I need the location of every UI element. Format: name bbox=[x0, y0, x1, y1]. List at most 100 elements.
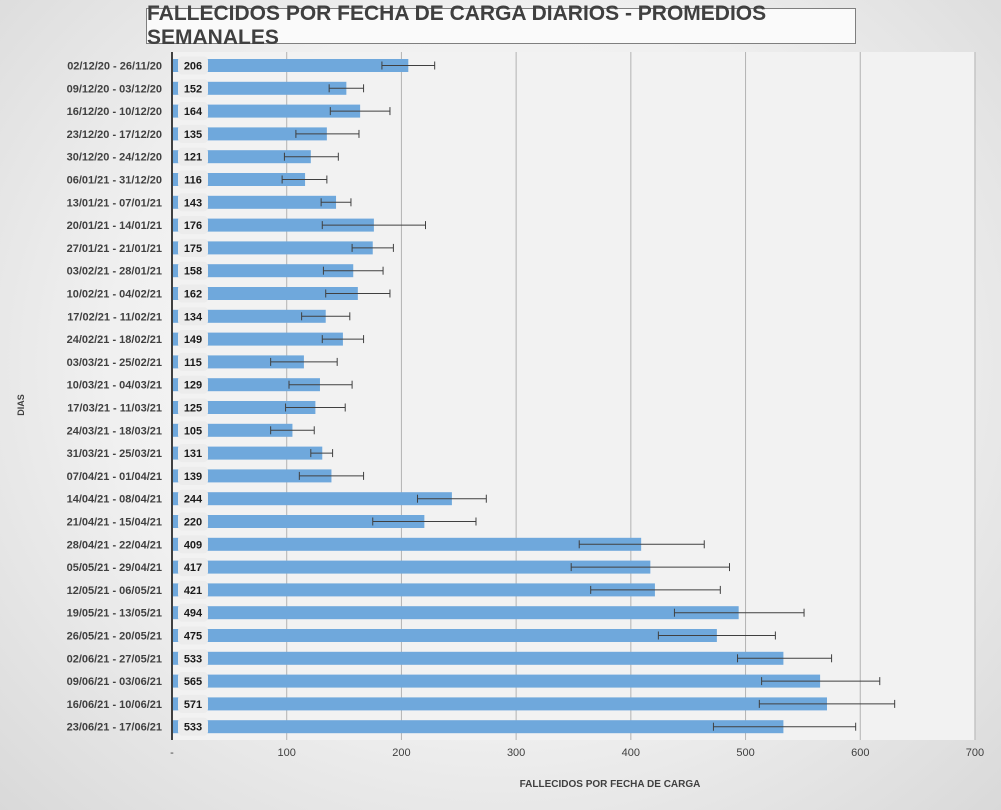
category-label: 02/06/21 - 27/05/21 bbox=[67, 653, 162, 665]
error-bar bbox=[328, 84, 365, 93]
category-label: 21/04/21 - 15/04/21 bbox=[67, 517, 162, 529]
svg-text:143: 143 bbox=[184, 197, 202, 209]
svg-text:116: 116 bbox=[184, 175, 202, 187]
bar bbox=[172, 674, 821, 688]
category-label: 23/06/21 - 17/06/21 bbox=[67, 722, 162, 734]
data-label: 417 bbox=[178, 558, 208, 577]
x-tick-labels-group: - 100 200 300 400 500 600 700 bbox=[170, 747, 984, 759]
error-bar bbox=[270, 426, 315, 435]
error-bar bbox=[712, 722, 857, 731]
error-bar bbox=[381, 61, 436, 70]
chart-title: FALLECIDOS POR FECHA DE CARGA DIARIOS - … bbox=[146, 2, 856, 49]
bar bbox=[172, 218, 374, 232]
x-tick-label: 600 bbox=[851, 747, 869, 759]
error-bar bbox=[351, 243, 394, 252]
category-label: 03/02/21 - 28/01/21 bbox=[67, 266, 162, 278]
svg-text:164: 164 bbox=[184, 106, 203, 118]
category-label: 16/12/20 - 10/12/20 bbox=[67, 106, 162, 118]
data-label: 176 bbox=[178, 216, 208, 235]
data-label: 158 bbox=[178, 261, 208, 280]
category-label: 31/03/21 - 25/03/21 bbox=[67, 448, 162, 460]
error-bar bbox=[321, 335, 365, 344]
bar bbox=[172, 697, 827, 711]
svg-text:162: 162 bbox=[184, 289, 202, 301]
bar bbox=[172, 309, 326, 323]
category-label: 26/05/21 - 20/05/21 bbox=[67, 631, 162, 643]
category-label: 06/01/21 - 31/12/20 bbox=[67, 175, 162, 187]
data-label: 134 bbox=[178, 307, 208, 326]
bar bbox=[172, 287, 358, 300]
category-label: 27/01/21 - 21/01/21 bbox=[67, 243, 162, 255]
bar bbox=[172, 104, 361, 118]
svg-text:533: 533 bbox=[184, 653, 202, 665]
bar bbox=[172, 606, 739, 620]
data-label: 135 bbox=[178, 124, 208, 143]
data-label: 125 bbox=[178, 398, 208, 417]
category-label: 09/06/21 - 03/06/21 bbox=[67, 676, 162, 688]
data-label: 533 bbox=[178, 717, 208, 736]
svg-text:139: 139 bbox=[184, 471, 202, 483]
bar bbox=[172, 195, 337, 209]
bar bbox=[172, 560, 651, 574]
data-label: 220 bbox=[178, 512, 208, 531]
x-tick-label: 100 bbox=[278, 747, 296, 759]
category-label: 07/04/21 - 01/04/21 bbox=[67, 471, 162, 483]
error-bar bbox=[298, 471, 365, 480]
bar bbox=[172, 537, 642, 551]
data-label: 129 bbox=[178, 375, 208, 394]
error-bar bbox=[590, 585, 721, 594]
svg-text:475: 475 bbox=[184, 631, 202, 643]
x-axis-label: FALLECIDOS POR FECHA DE CARGA bbox=[520, 779, 701, 790]
category-label: 02/12/20 - 26/11/20 bbox=[67, 61, 162, 73]
error-bar bbox=[372, 517, 477, 526]
bar bbox=[172, 515, 425, 528]
bar bbox=[172, 720, 784, 734]
svg-text:115: 115 bbox=[184, 357, 202, 369]
svg-text:105: 105 bbox=[184, 425, 202, 437]
error-bar bbox=[416, 494, 487, 503]
svg-text:421: 421 bbox=[184, 585, 202, 597]
bar bbox=[172, 241, 373, 255]
svg-text:571: 571 bbox=[184, 699, 202, 711]
svg-text:220: 220 bbox=[184, 517, 202, 529]
svg-text:125: 125 bbox=[184, 403, 202, 415]
error-bar bbox=[578, 540, 705, 549]
error-bar bbox=[322, 266, 384, 275]
bar bbox=[172, 378, 320, 392]
data-label: 164 bbox=[178, 102, 208, 121]
error-bars-group bbox=[270, 61, 896, 731]
svg-text:158: 158 bbox=[184, 266, 202, 278]
bar bbox=[172, 127, 327, 141]
svg-text:417: 417 bbox=[184, 562, 202, 574]
data-label: 105 bbox=[178, 421, 208, 440]
bar bbox=[172, 264, 354, 278]
bar bbox=[172, 583, 655, 597]
error-bar bbox=[320, 198, 352, 207]
x-tick-label: 400 bbox=[622, 747, 640, 759]
category-label: 19/05/21 - 13/05/21 bbox=[67, 608, 162, 620]
data-label: 533 bbox=[178, 649, 208, 668]
bar bbox=[172, 81, 347, 95]
error-bar bbox=[310, 449, 334, 458]
data-label: 206 bbox=[178, 56, 208, 75]
bar bbox=[172, 446, 323, 460]
bar bbox=[172, 629, 717, 642]
data-label: 131 bbox=[178, 444, 208, 463]
error-bar bbox=[295, 129, 360, 138]
x-tick-label: - bbox=[170, 747, 174, 759]
category-label: 05/05/21 - 29/04/21 bbox=[67, 562, 162, 574]
data-label: 139 bbox=[178, 466, 208, 485]
category-label: 14/04/21 - 08/04/21 bbox=[67, 494, 162, 506]
error-bar bbox=[657, 631, 776, 640]
data-label: 152 bbox=[178, 79, 208, 98]
error-bar bbox=[288, 380, 353, 389]
category-label: 24/03/21 - 18/03/21 bbox=[67, 425, 162, 437]
error-bar bbox=[285, 403, 346, 412]
svg-text:565: 565 bbox=[184, 676, 202, 688]
error-bar bbox=[673, 608, 805, 617]
data-label: 121 bbox=[178, 147, 208, 166]
x-tick-label: 700 bbox=[966, 747, 984, 759]
error-bar bbox=[301, 312, 351, 321]
error-bar bbox=[758, 699, 896, 708]
